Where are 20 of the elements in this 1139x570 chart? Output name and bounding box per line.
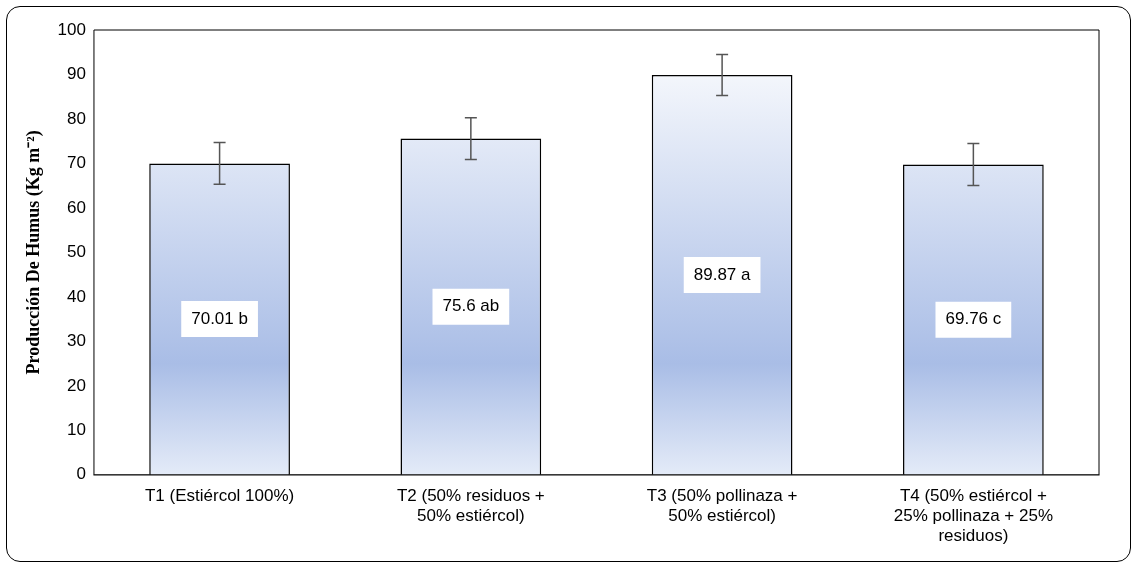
y-tick-label: 70 — [67, 153, 86, 173]
y-tick-label: 10 — [67, 420, 86, 440]
x-tick-label: T4 (50% estiércol + 25% pollinaza + 25% residuos) — [893, 485, 1053, 546]
data-label: 69.76 c — [945, 309, 1002, 329]
y-tick-label: 50 — [67, 242, 86, 262]
x-tick-label: T2 (50% residuos + 50% estiércol) — [396, 485, 545, 526]
y-tick-label: 40 — [67, 286, 86, 306]
y-tick-label: 100 — [57, 19, 86, 39]
x-tick-label: T1 (Estiércol 100%) — [144, 485, 295, 505]
y-tick-label: 30 — [67, 331, 86, 351]
data-label: 75.6 ab — [442, 296, 500, 316]
y-axis-title: Producción De Humus (Kg m⁻²) — [23, 130, 45, 375]
y-tick-label: 80 — [67, 108, 86, 128]
data-label: 89.87 a — [693, 264, 752, 284]
y-tick-label: 0 — [76, 464, 86, 484]
y-tick-label: 90 — [67, 64, 86, 84]
data-label: 70.01 b — [191, 308, 248, 328]
y-tick-label: 20 — [67, 375, 86, 395]
y-tick-label: 60 — [67, 197, 86, 217]
x-tick-label: T3 (50% pollinaza + 50% estiércol) — [646, 485, 798, 526]
